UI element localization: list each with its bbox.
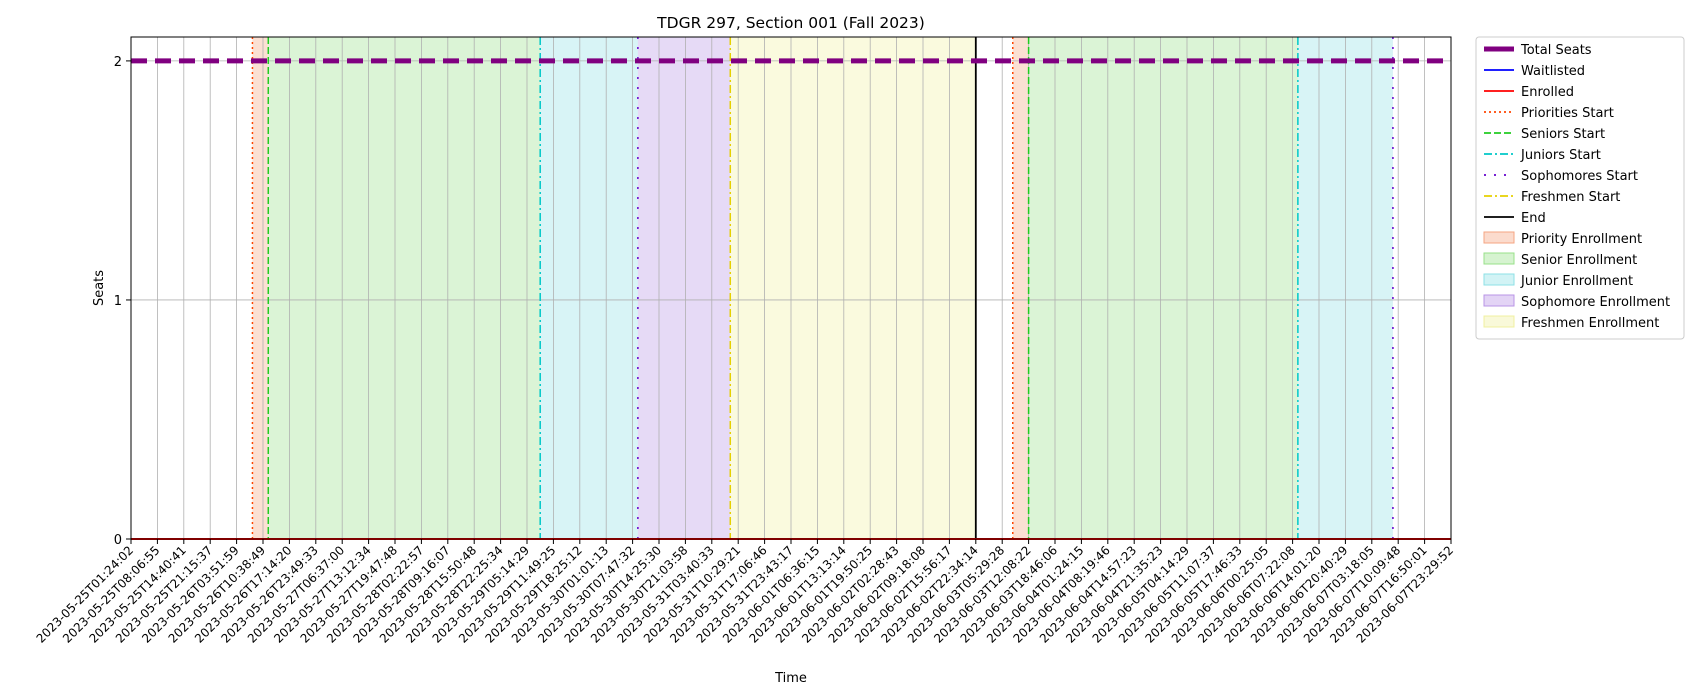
legend-box [1475,36,1685,340]
legend-label-waitlisted: Waitlisted [1521,64,1585,79]
x-axis-label: Time [774,671,807,686]
legend-label-freshmen-enrollment: Freshmen Enrollment [1521,316,1659,331]
chart-title: TDGR 297, Section 001 (Fall 2023) [656,14,925,32]
legend-label-priorities-start: Priorities Start [1521,106,1614,121]
region-senior-enrollment [1028,37,1298,539]
legend-swatch-senior-enrollment [1483,252,1515,265]
region-priority-enrollment [252,37,269,539]
region-senior-enrollment [268,37,541,539]
legend-label-end: End [1521,211,1546,226]
legend-label-sophomore-enrollment: Sophomore Enrollment [1521,295,1670,310]
region-priority-enrollment [1012,37,1029,539]
legend-label-seniors-start: Seniors Start [1521,127,1605,142]
legend-swatch-sophomore-enrollment [1483,294,1515,307]
x-axis: 2023-05-25T01:24:022023-05-25T08:06:5520… [34,539,1456,646]
y-axis-label: Seats [92,270,107,306]
legend-label-senior-enrollment: Senior Enrollment [1521,253,1637,268]
legend-label-juniors-start: Juniors Start [1520,148,1601,163]
region-sophomore-enrollment [637,37,731,539]
region-freshmen-enrollment [730,37,976,539]
phase-markers [251,37,1394,539]
legend-label-enrolled: Enrolled [1521,85,1574,100]
legend-swatch-junior-enrollment [1483,273,1515,286]
grid-lines [130,37,1452,540]
legend-label-junior-enrollment: Junior Enrollment [1520,274,1633,289]
legend-label-sophomores-start: Sophomores Start [1521,169,1638,184]
enrollment-regions [252,37,1393,539]
y-tick-label: 2 [114,55,122,70]
legend-swatch-priority-enrollment [1483,231,1515,244]
legend: Total Seats Waitlisted Enrolled Priorities … [1475,36,1685,340]
legend-swatch-freshmen-enrollment [1483,315,1515,328]
legend-label-priority-enrollment: Priority Enrollment [1521,232,1642,247]
y-tick-label: 1 [114,294,122,309]
y-axis: 0 1 2 [114,55,131,548]
y-tick-label: 0 [114,533,122,548]
legend-label-total-seats: Total Seats [1520,43,1592,58]
legend-label-freshmen-start: Freshmen Start [1521,190,1620,205]
region-junior-enrollment [540,37,638,539]
